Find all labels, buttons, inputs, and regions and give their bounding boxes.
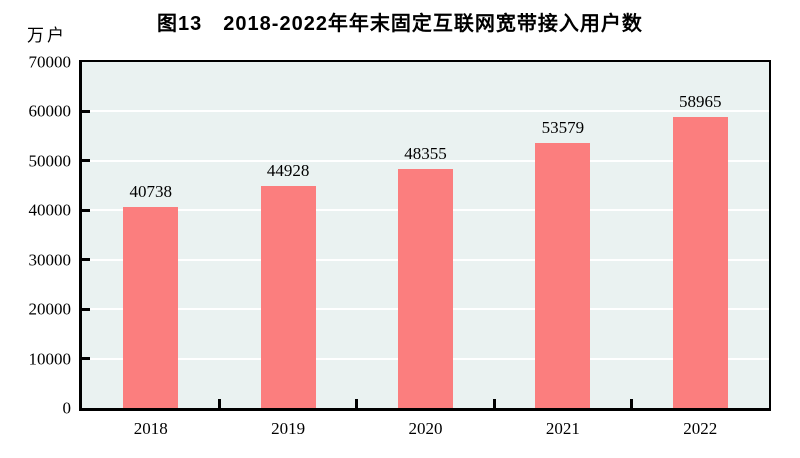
x-axis-tick-4 <box>630 399 634 408</box>
y-axis-tick-40000 <box>82 208 90 212</box>
y-axis-tick-50000 <box>82 159 90 163</box>
bar-2022 <box>672 117 728 408</box>
data-label-2018: 40738 <box>129 182 172 201</box>
x-axis-tick-1 <box>217 399 221 408</box>
data-label-2022: 58965 <box>679 92 722 111</box>
plot-area <box>79 60 771 411</box>
y-axis-tick-10000 <box>82 357 90 361</box>
x-axis-tick-3 <box>492 399 496 408</box>
data-label-2021: 53579 <box>541 118 585 137</box>
y-tick-label-20000: 20000 <box>28 299 72 319</box>
bar-2019 <box>260 186 316 408</box>
x-tick-label-2022: 2022 <box>683 419 718 438</box>
y-tick-label-30000: 30000 <box>28 250 72 270</box>
chart-title: 图13 2018-2022年年末固定互联网宽带接入用户数 <box>157 13 643 35</box>
y-axis-tick-20000 <box>82 307 90 311</box>
x-tick-label-2019: 2019 <box>271 419 306 438</box>
y-tick-label-40000: 40000 <box>28 200 72 220</box>
bar-2021 <box>535 143 591 408</box>
x-axis-tick-2 <box>355 399 359 408</box>
y-tick-label-0: 0 <box>62 398 72 418</box>
y-axis-unit-label: 万户 <box>27 26 67 45</box>
y-tick-label-60000: 60000 <box>28 101 72 121</box>
x-tick-label-2021: 2021 <box>545 419 580 438</box>
y-tick-label-70000: 70000 <box>28 52 72 72</box>
y-tick-label-50000: 50000 <box>28 151 72 171</box>
y-tick-label-10000: 10000 <box>28 349 72 369</box>
bar-2018 <box>123 207 179 408</box>
gridline-50000 <box>82 159 769 162</box>
y-axis-tick-30000 <box>82 258 90 262</box>
x-tick-label-2020: 2020 <box>408 419 443 438</box>
x-tick-label-2018: 2018 <box>133 419 168 438</box>
gridline-60000 <box>82 110 769 113</box>
y-axis-tick-60000 <box>82 109 90 113</box>
data-label-2019: 44928 <box>266 161 310 180</box>
data-label-2020: 48355 <box>404 144 447 163</box>
bar-2020 <box>398 169 453 408</box>
